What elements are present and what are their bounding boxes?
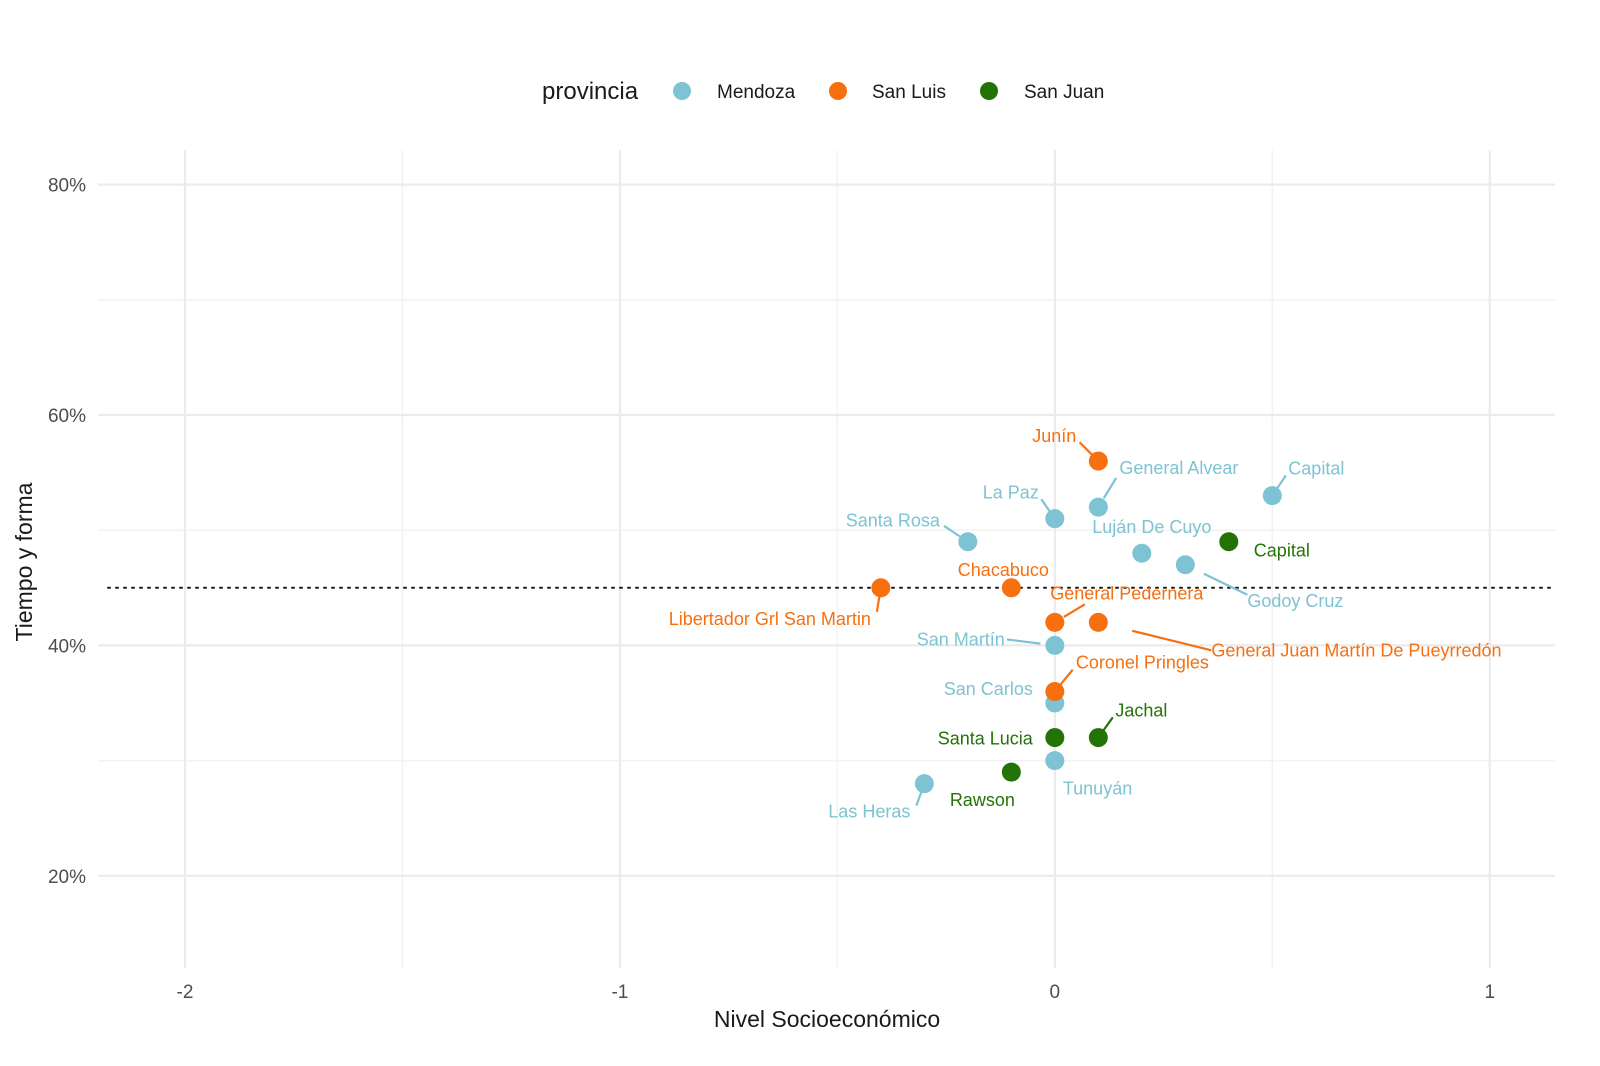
point-mendoza-santa-rosa: [958, 532, 978, 552]
x-tick-label: -1: [611, 982, 628, 1003]
legend-key-san-luis: [829, 82, 847, 100]
point-mendoza-capital: [1262, 486, 1282, 506]
label-mendoza-santa-rosa: Santa Rosa: [846, 511, 941, 531]
label-leader-lines: [875, 441, 1287, 807]
label-san-juan-santa-lucia: Santa Lucia: [938, 729, 1034, 749]
legend-label-san-juan: San Juan: [1024, 82, 1104, 103]
leader-line-san-luis-general-juan-martin-de-pueyrredon: [1131, 629, 1212, 652]
y-axis-title: Tiempo y forma: [11, 482, 37, 641]
label-san-luis-chacabuco: Chacabuco: [958, 560, 1049, 580]
major-gridlines: [98, 150, 1555, 968]
label-san-luis-general-juan-martin-de-pueyrredon: General Juan Martín De Pueyrredón: [1211, 640, 1501, 660]
point-mendoza-tunuyan: [1045, 751, 1065, 771]
leader-line-mendoza-san-martin: [1006, 638, 1041, 645]
point-san-luis-general-juan-martin-de-pueyrredon: [1088, 612, 1108, 632]
point-san-juan-rawson: [1001, 762, 1021, 782]
point-mendoza-san-martin: [1045, 635, 1065, 655]
label-mendoza-san-carlos: San Carlos: [944, 679, 1033, 699]
label-san-luis-general-pedernera: General Pedernera: [1050, 583, 1204, 603]
x-axis-title: Nivel Socioeconómico: [714, 1006, 940, 1032]
leader-line-san-juan-jachal: [1101, 716, 1114, 733]
legend-label-san-luis: San Luis: [872, 82, 946, 103]
label-san-juan-jachal: Jachal: [1115, 701, 1167, 721]
label-mendoza-san-martin: San Martín: [917, 629, 1005, 649]
x-tick-label: 1: [1484, 982, 1495, 1003]
data-labels: Capital General Alvear La Paz Santa Rosa Luj…: [669, 426, 1502, 822]
legend-key-mendoza: [673, 82, 691, 100]
data-points: [871, 451, 1282, 794]
point-san-luis-coronel-pringles: [1045, 681, 1065, 701]
label-san-luis-junin: Junín: [1032, 426, 1076, 446]
label-mendoza-lujan-de-cuyo: Luján De Cuyo: [1092, 517, 1211, 537]
x-tick-label: -2: [177, 982, 194, 1003]
leader-line-mendoza-la-paz: [1040, 498, 1052, 514]
point-mendoza-godoy-cruz: [1175, 555, 1195, 575]
leader-line-san-luis-libertador-grl-san-martin: [875, 594, 881, 612]
point-san-juan-jachal: [1088, 728, 1108, 748]
leader-line-mendoza-godoy-cruz: [1203, 572, 1248, 596]
point-mendoza-la-paz: [1045, 509, 1065, 529]
point-san-luis-general-pedernera: [1045, 612, 1065, 632]
x-tick-label: 0: [1050, 982, 1061, 1003]
label-mendoza-godoy-cruz: Godoy Cruz: [1247, 591, 1343, 611]
leader-line-mendoza-general-alvear: [1102, 477, 1118, 499]
point-san-luis-libertador-grl-san-martin: [871, 578, 891, 598]
minor-gridlines: [98, 150, 1555, 968]
label-mendoza-la-paz: La Paz: [983, 483, 1039, 503]
label-san-juan-capital: Capital: [1254, 541, 1310, 561]
legend-title: provincia: [542, 78, 639, 105]
label-mendoza-las-heras: Las Heras: [828, 802, 910, 822]
y-tick-label: 80%: [48, 176, 86, 197]
label-mendoza-general-alvear: General Alvear: [1119, 458, 1238, 478]
point-mendoza-general-alvear: [1088, 497, 1108, 517]
label-mendoza-tunuyan: Tunuyán: [1063, 779, 1132, 799]
point-mendoza-lujan-de-cuyo: [1132, 543, 1152, 563]
leader-line-mendoza-las-heras: [915, 789, 923, 807]
point-san-luis-junin: [1088, 451, 1108, 471]
label-san-luis-coronel-pringles: Coronel Pringles: [1076, 652, 1209, 672]
leader-line-san-luis-junin: [1078, 441, 1094, 457]
legend-key-san-juan: [980, 82, 998, 100]
leader-line-mendoza-capital: [1275, 474, 1287, 491]
point-san-juan-capital: [1219, 532, 1239, 552]
y-tick-label: 40%: [48, 636, 86, 657]
point-mendoza-las-heras: [914, 774, 934, 794]
y-tick-label: 20%: [48, 867, 86, 888]
leader-line-san-luis-coronel-pringles: [1059, 669, 1074, 686]
legend: provincia Mendoza San Luis San Juan: [542, 78, 1104, 105]
label-san-juan-rawson: Rawson: [950, 790, 1015, 810]
y-tick-label: 60%: [48, 406, 86, 427]
point-san-juan-santa-lucia: [1045, 728, 1065, 748]
label-san-luis-libertador-grl-san-martin: Libertador Grl San Martin: [669, 609, 871, 629]
y-axis-ticks: 20% 40% 60% 80%: [48, 176, 86, 888]
leader-line-san-luis-general-pedernera: [1063, 603, 1086, 618]
label-mendoza-capital: Capital: [1288, 459, 1344, 479]
legend-label-mendoza: Mendoza: [717, 82, 796, 103]
x-axis-ticks: -2 -1 0 1: [177, 982, 1496, 1003]
leader-line-mendoza-santa-rosa: [943, 525, 962, 538]
point-san-luis-chacabuco: [1001, 578, 1021, 598]
